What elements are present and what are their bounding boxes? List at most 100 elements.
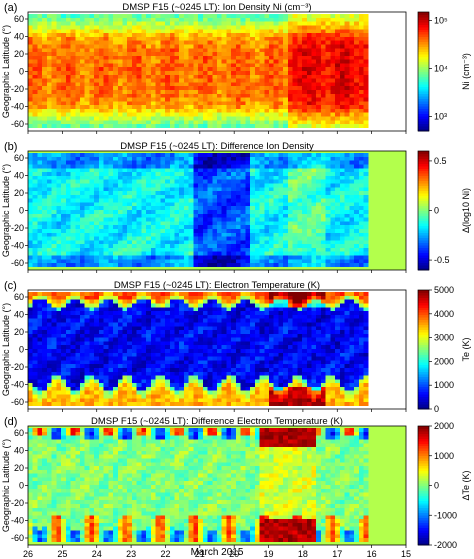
heatmap-cell: [193, 100, 199, 106]
heatmap-cell: [349, 55, 355, 60]
heatmap-cell: [61, 224, 67, 229]
heatmap-cell: [193, 97, 199, 102]
heatmap-cell: [79, 329, 86, 334]
heatmap-cell: [131, 179, 138, 184]
heatmap-cell: [51, 156, 57, 161]
heatmap-cell: [84, 322, 90, 327]
heatmap-cell: [28, 337, 34, 342]
heatmap-cell: [264, 190, 270, 195]
heatmap-cell: [127, 123, 133, 128]
heatmap-cell: [75, 295, 81, 300]
heatmap-cell: [56, 21, 62, 26]
heatmap-cell: [278, 51, 284, 56]
heatmap-cell: [335, 205, 341, 211]
heatmap-cell: [302, 116, 308, 121]
heatmap-cell: [202, 13, 208, 18]
heatmap-cell: [188, 175, 194, 180]
heatmap-cell: [160, 209, 166, 214]
heatmap-cell: [56, 100, 62, 106]
heatmap-cell: [75, 108, 81, 113]
heatmap-cell: [103, 36, 109, 41]
heatmap-cell: [250, 160, 256, 165]
heatmap-cell: [37, 55, 43, 60]
heatmap-cell: [316, 164, 322, 169]
colorbar-swatch: [418, 227, 429, 231]
heatmap-cell: [113, 175, 119, 180]
heatmap-cell: [283, 63, 289, 68]
heatmap-cell: [84, 394, 90, 399]
heatmap-cell: [316, 28, 322, 34]
heatmap-cell: [287, 202, 294, 207]
heatmap-cell: [311, 51, 317, 56]
heatmap-cell: [354, 243, 360, 248]
heatmap-cell: [75, 306, 81, 312]
heatmap-cell: [94, 314, 100, 319]
heatmap-cell: [98, 337, 105, 342]
heatmap-cell: [79, 337, 86, 342]
heatmap-cell: [103, 239, 109, 245]
heatmap-cell: [198, 179, 204, 184]
heatmap-cell: [330, 224, 336, 229]
heatmap-cell: [259, 47, 265, 53]
colorbar-swatch: [418, 250, 429, 254]
heatmap-cell: [28, 17, 34, 22]
heatmap-cell: [117, 78, 123, 83]
heatmap-cell: [268, 55, 275, 60]
heatmap-cell: [268, 171, 275, 176]
heatmap-cell: [75, 236, 81, 241]
heatmap-cell: [358, 82, 364, 87]
heatmap-cell: [89, 390, 95, 395]
heatmap-cell: [108, 28, 114, 34]
heatmap-cell: [354, 108, 360, 113]
heatmap-cell: [84, 156, 90, 161]
heatmap-cell: [79, 341, 86, 346]
heatmap-cell: [188, 55, 194, 60]
heatmap-cell: [61, 156, 67, 161]
heatmap-cell: [358, 262, 364, 267]
heatmap-cell: [339, 66, 345, 72]
heatmap-cell: [335, 209, 341, 214]
heatmap-cell: [84, 21, 90, 26]
heatmap-cell: [51, 221, 57, 226]
heatmap-cell: [46, 348, 53, 353]
colorbar-swatch: [418, 242, 429, 246]
heatmap-cell: [103, 363, 109, 368]
heatmap-cell: [84, 112, 90, 117]
heatmap-cell: [278, 78, 284, 83]
heatmap-cell: [150, 255, 156, 260]
heatmap-cell: [193, 32, 199, 37]
heatmap-cell: [250, 97, 256, 102]
heatmap-cell: [46, 55, 53, 60]
heatmap-cell: [146, 112, 152, 117]
heatmap-cell: [160, 74, 166, 79]
heatmap-cell: [226, 97, 232, 102]
heatmap-cell: [259, 21, 265, 26]
heatmap-cell: [113, 25, 119, 30]
heatmap-cell: [354, 21, 360, 26]
heatmap-cell: [165, 119, 171, 125]
heatmap-cell: [51, 100, 57, 106]
heatmap-cell: [98, 164, 105, 169]
heatmap-cell: [146, 183, 152, 188]
heatmap-cell: [354, 255, 360, 260]
heatmap-cell: [160, 123, 166, 128]
heatmap-cell: [56, 74, 62, 79]
heatmap-cell: [278, 175, 284, 180]
heatmap-cell: [136, 44, 142, 49]
heatmap-cell: [146, 40, 152, 45]
heatmap-cell: [198, 21, 204, 26]
colorbar-swatch: [418, 29, 429, 33]
heatmap-cell: [363, 183, 369, 188]
heatmap-cell: [79, 21, 86, 26]
heatmap-cell: [103, 213, 109, 218]
heatmap-cell: [103, 221, 109, 226]
heatmap-cell: [28, 28, 34, 34]
heatmap-cell: [273, 17, 279, 22]
heatmap-cell: [42, 299, 48, 304]
heatmap-cell: [330, 89, 336, 94]
heatmap-cell: [268, 119, 275, 125]
heatmap-cell: [264, 202, 270, 207]
heatmap-cell: [335, 85, 341, 90]
heatmap-cell: [98, 255, 105, 260]
heatmap-cell: [84, 190, 90, 195]
